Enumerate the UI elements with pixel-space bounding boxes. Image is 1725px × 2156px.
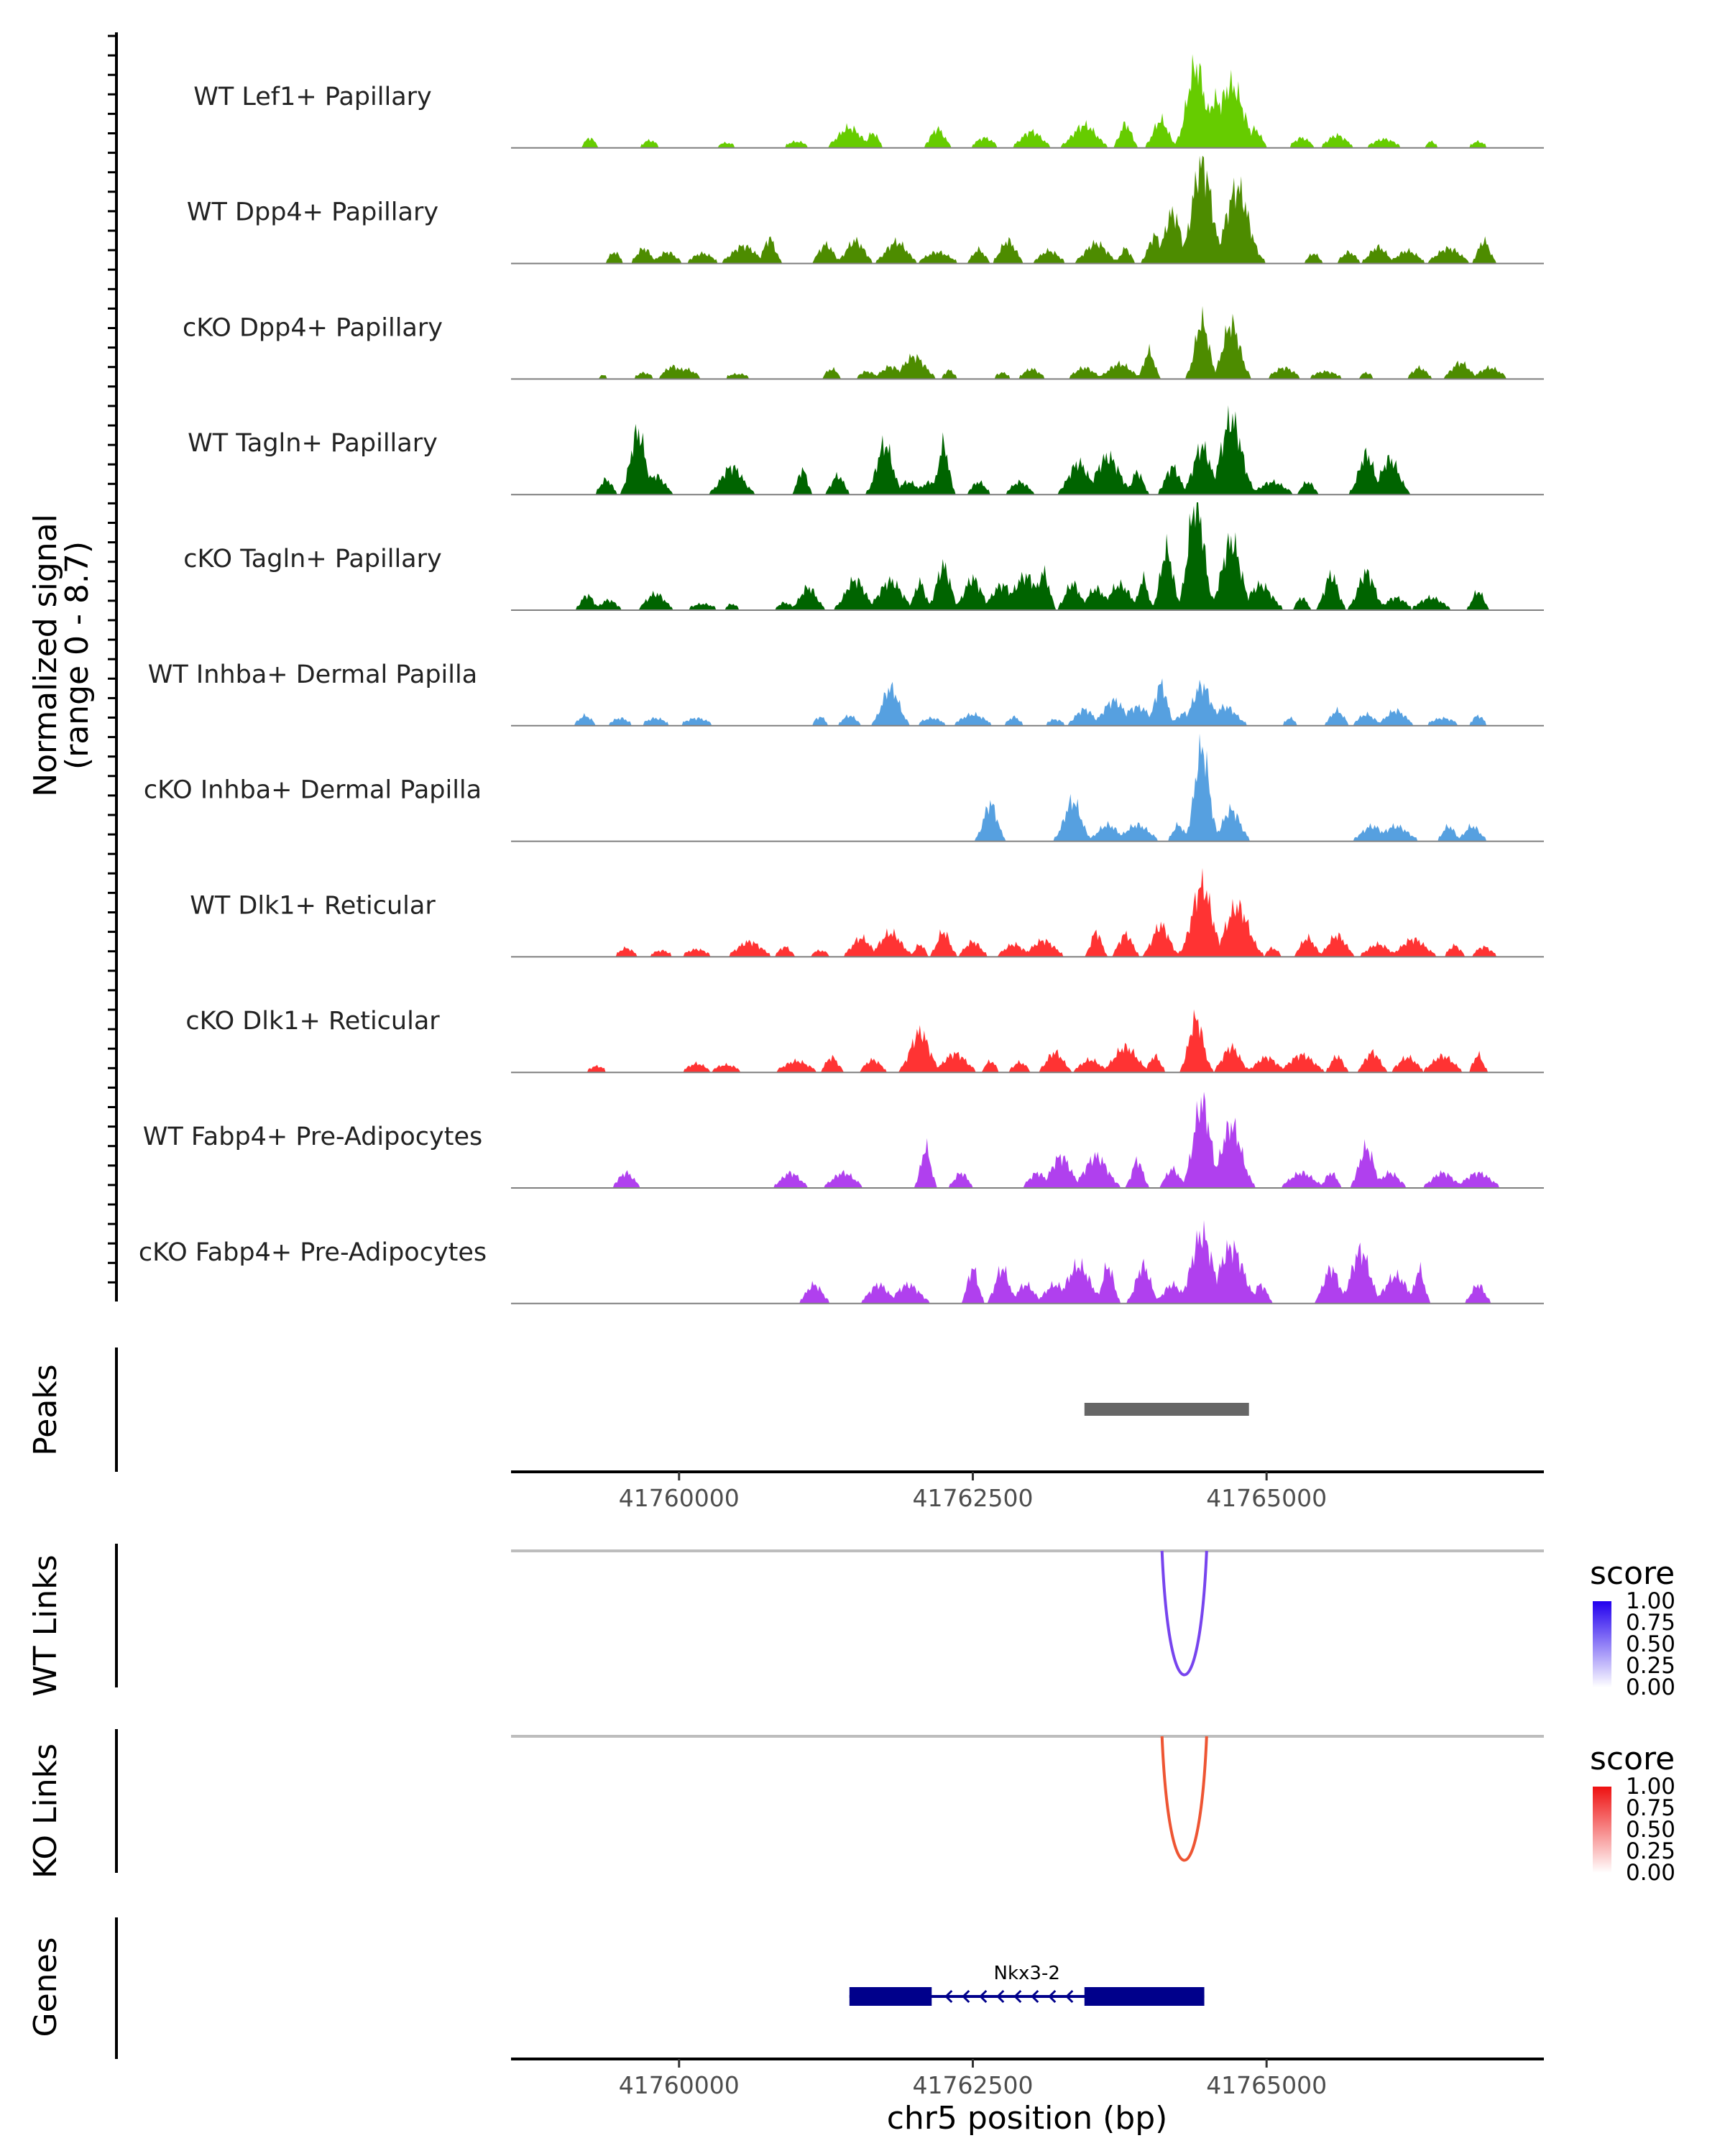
links-label: WT Links (27, 1554, 64, 1696)
legend-colorbar (1593, 1787, 1611, 1873)
gene-strand-arrow (1065, 1989, 1074, 2004)
x-axis-bottom: 41760000 41762500 41765000 (619, 2059, 1327, 2099)
legend-tick-label: 0.25 (1626, 1653, 1675, 1679)
x-tick-label: 41760000 (619, 1484, 740, 1512)
x-axis-title: chr5 position (bp) (887, 2100, 1168, 2137)
coverage-area (511, 678, 1544, 726)
legend-tick-label: 0.25 (1626, 1838, 1675, 1864)
x-tick-label: 41762500 (912, 2071, 1033, 2099)
gene-strand-arrow (1031, 1989, 1039, 2004)
coverage-ylabel: Normalized signal (27, 514, 64, 797)
x-tick-label: 41762500 (912, 1484, 1033, 1512)
x-axis-top: 41760000 41762500 41765000 (619, 1472, 1327, 1512)
gene-exon (849, 1987, 932, 2006)
gene-strand-arrow (1013, 1989, 1022, 2004)
legend-colorbar (1593, 1601, 1611, 1687)
gene-strand-arrow (962, 1989, 970, 2004)
coverage-area (511, 405, 1544, 495)
legend-title: score (1590, 1555, 1675, 1592)
coverage-panel: WT Lef1+ Papillary WT Dpp4+ Papillary cKO … (108, 32, 1544, 1304)
legend-tick-label: 0.75 (1626, 1795, 1675, 1821)
track-label: WT Dlk1+ Reticular (190, 891, 436, 920)
legend-title: score (1590, 1741, 1675, 1777)
coverage-ylabel-range: (range 0 - 8.7) (59, 541, 96, 770)
peak-region (1084, 1403, 1249, 1416)
track-label: WT Tagln+ Papillary (188, 429, 438, 458)
link-arc (1160, 1550, 1208, 1677)
coverage-area (511, 867, 1544, 957)
track-label: WT Inhba+ Dermal Papilla (148, 660, 477, 689)
coverage-area (511, 54, 1544, 148)
legend-tick-label: 0.50 (1626, 1817, 1675, 1843)
coverage-area (511, 155, 1544, 264)
genes-label: Genes (27, 1937, 64, 2037)
x-tick-label: 41765000 (1206, 1484, 1327, 1512)
gene-strand-arrow (944, 1989, 953, 2004)
links-label: KO Links (27, 1743, 64, 1879)
coverage-area (511, 1009, 1544, 1073)
legend-tick-label: 1.00 (1626, 1588, 1675, 1614)
genes-panel: Genes Nkx3-2 41760000 41762500 41765000 ch… (27, 1917, 1544, 2137)
legend-tick-label: 0.00 (1626, 1674, 1675, 1700)
track-label: WT Fabp4+ Pre-Adipocytes (143, 1123, 482, 1151)
coverage-area (511, 1220, 1544, 1304)
legend-tick-label: 1.00 (1626, 1774, 1675, 1800)
track-label: cKO Dlk1+ Reticular (185, 1007, 440, 1036)
legend-tick-label: 0.00 (1626, 1860, 1675, 1886)
track-label: cKO Tagln+ Papillary (183, 545, 442, 573)
gene-strand-arrow (996, 1989, 1005, 2004)
coverage-area (511, 733, 1544, 842)
gene-strand-arrow (1048, 1989, 1057, 2004)
track-label: WT Dpp4+ Papillary (187, 198, 438, 227)
gene-model (849, 1987, 1205, 2006)
coverage-area (511, 1092, 1544, 1188)
x-tick-label: 41765000 (1206, 2071, 1327, 2099)
track-label: cKO Inhba+ Dermal Papilla (144, 776, 482, 805)
x-tick-label: 41760000 (619, 2071, 740, 2099)
coverage-area (511, 305, 1544, 379)
link-arc (1160, 1736, 1208, 1862)
track-label: WT Lef1+ Papillary (193, 83, 432, 111)
peaks-label: Peaks (27, 1364, 64, 1455)
gene-strand-arrow (979, 1989, 988, 2004)
peaks-panel: Peaks 41760000 41762500 41765000 (27, 1348, 1544, 1512)
coverage-area (511, 502, 1544, 610)
gene-exon (1084, 1987, 1205, 2006)
track-label: cKO Fabp4+ Pre-Adipocytes (139, 1238, 487, 1267)
legend-tick-label: 0.75 (1626, 1610, 1675, 1636)
track-label: cKO Dpp4+ Papillary (183, 313, 443, 342)
legend-tick-label: 0.50 (1626, 1631, 1675, 1657)
gene-name-label: Nkx3-2 (994, 1963, 1060, 1984)
